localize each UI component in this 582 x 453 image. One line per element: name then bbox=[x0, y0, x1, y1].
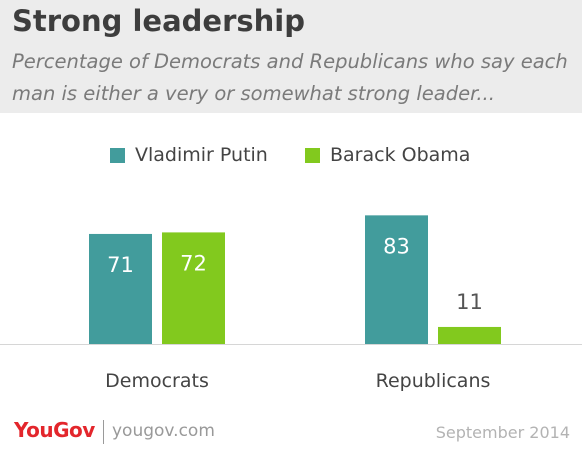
category-label-democrats: Democrats bbox=[105, 370, 209, 392]
footer-divider bbox=[103, 420, 104, 444]
footer-url[interactable]: yougov.com bbox=[112, 421, 215, 441]
legend-swatch-obama bbox=[305, 148, 320, 163]
bar-democrats-barack-obama bbox=[162, 232, 225, 344]
bar-republicans-vladimir-putin bbox=[365, 215, 428, 344]
data-label-democrats-barack-obama: 72 bbox=[180, 251, 207, 275]
data-label-republicans-barack-obama: 11 bbox=[456, 290, 483, 314]
category-label-republicans: Republicans bbox=[376, 370, 491, 392]
chart-subtitle: Percentage of Democrats and Republicans … bbox=[12, 50, 568, 105]
chart-title: Strong leadership bbox=[12, 4, 305, 38]
data-label-democrats-vladimir-putin: 71 bbox=[107, 253, 134, 277]
bar-democrats-vladimir-putin bbox=[89, 233, 152, 344]
legend-label-putin: Vladimir Putin bbox=[135, 144, 268, 166]
legend-swatch-putin bbox=[110, 148, 125, 163]
header-band: Strong leadership Percentage of Democrat… bbox=[0, 0, 582, 113]
legend-label-obama: Barack Obama bbox=[330, 144, 471, 166]
data-label-republicans-vladimir-putin: 83 bbox=[383, 234, 410, 258]
bar-republicans-barack-obama bbox=[438, 326, 501, 344]
footer-date: September 2014 bbox=[435, 423, 570, 442]
yougov-logo: YouGov bbox=[14, 418, 95, 442]
